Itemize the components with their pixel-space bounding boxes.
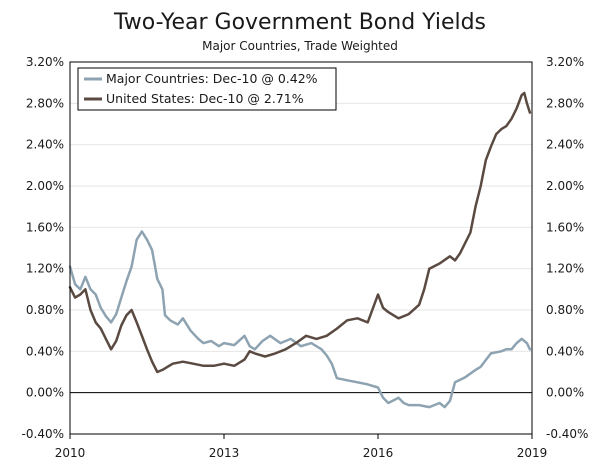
legend-label-united-states: United States: Dec-10 @ 2.71% (106, 91, 304, 106)
series-layer (68, 91, 532, 409)
chart-subtitle: Major Countries, Trade Weighted (202, 39, 398, 53)
y-tick-label-left: 0.40% (26, 344, 64, 358)
y-tick-labels-right: -0.40% 0.00% 0.40% 0.80% 1.20% 1.60% 2.00% 2.40… (546, 55, 588, 441)
x-tick-label: 2016 (363, 446, 394, 460)
y-tick-label-left: 2.00% (26, 179, 64, 193)
series-united-states (68, 91, 532, 374)
y-tick-label-right: 0.80% (546, 303, 584, 317)
legend-box (77, 67, 337, 111)
plot-frame (69, 61, 533, 435)
y-tick-label-left: 0.00% (26, 386, 64, 400)
x-tick-labels: 2010 2013 2016 2019 (55, 434, 548, 460)
y-tick-label-left: 3.20% (26, 55, 64, 69)
y-tick-label-left: -0.40% (22, 427, 64, 441)
chart-title: Two-Year Government Bond Yields (113, 10, 486, 35)
x-tick-label: 2013 (209, 446, 240, 460)
y-tick-label-left: 2.40% (26, 138, 64, 152)
series-major-countries (68, 230, 532, 409)
y-tick-label-right: 0.00% (546, 386, 584, 400)
y-tick-labels-left: -0.40% 0.00% 0.40% 0.80% 1.20% 1.60% 2.00% 2.40… (22, 55, 64, 441)
y-tick-label-right: 1.60% (546, 220, 584, 234)
y-tick-label-right: 3.20% (546, 55, 584, 69)
y-tick-label-right: 2.40% (546, 138, 584, 152)
y-tick-label-right: 0.40% (546, 344, 584, 358)
y-tick-label-right: -0.40% (546, 427, 588, 441)
y-tick-label-right: 1.20% (546, 262, 584, 276)
x-tick-label: 2010 (55, 446, 86, 460)
y-tick-label-left: 1.60% (26, 220, 64, 234)
y-tick-label-left: 1.20% (26, 262, 64, 276)
y-tick-label-right: 2.80% (546, 96, 584, 110)
y-tick-label-left: 0.80% (26, 303, 64, 317)
y-tick-label-left: 2.80% (26, 96, 64, 110)
legend: Major Countries: Dec-10 @ 0.42% United S… (77, 67, 337, 111)
legend-label-major-countries: Major Countries: Dec-10 @ 0.42% (106, 71, 318, 86)
x-tick-label: 2019 (517, 446, 548, 460)
y-tick-label-right: 2.00% (546, 179, 584, 193)
